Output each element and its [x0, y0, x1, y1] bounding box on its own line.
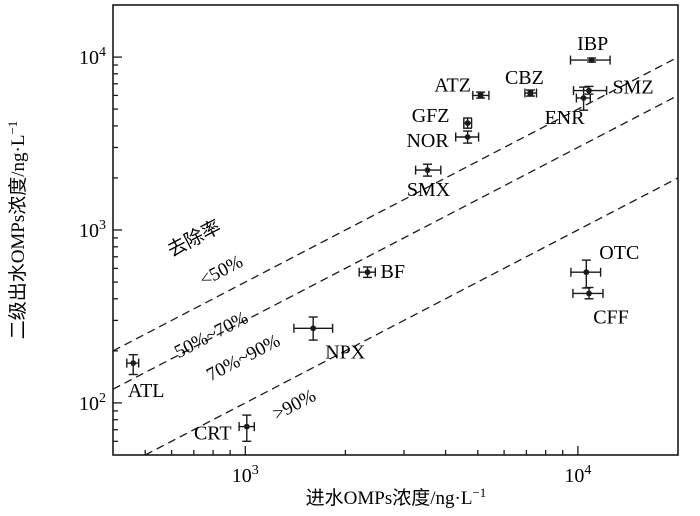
- marker-circle: [310, 325, 317, 332]
- point-label-SMX: SMX: [407, 179, 451, 201]
- point-label-ATZ: ATZ: [434, 74, 471, 96]
- marker-square: [527, 90, 534, 96]
- data-point-ATZ: [472, 90, 490, 100]
- data-point-GFZ: [463, 117, 473, 129]
- marker-circle: [586, 87, 592, 94]
- removal-line-70: [112, 94, 679, 390]
- data-point-SMZ: [572, 85, 608, 96]
- data-point-ATL: [126, 354, 140, 376]
- marker-circle: [464, 120, 471, 126]
- x-axis-title: 进水OMPs浓度/ng·L−1: [306, 485, 487, 509]
- data-point-ENR: [575, 86, 591, 111]
- marker-circle: [583, 269, 590, 276]
- data-point-CBZ: [524, 88, 538, 98]
- y-axis-ticks: [113, 56, 122, 442]
- y-axis-title: 二级出水OMPs浓度/ng·L−1: [5, 121, 29, 340]
- svg-text:102: 102: [79, 391, 106, 415]
- marker-circle: [464, 134, 471, 140]
- marker-circle: [243, 423, 250, 430]
- point-label-NOR: NOR: [406, 130, 449, 152]
- marker-circle: [580, 95, 587, 101]
- removal-line-90: [144, 177, 679, 456]
- data-point-SMX: [414, 163, 442, 177]
- x-axis-ticks: [144, 446, 579, 455]
- point-label-GFZ: GFZ: [412, 105, 450, 127]
- marker-circle: [424, 167, 431, 174]
- data-point-OTC: [570, 259, 602, 289]
- marker-circle: [586, 290, 592, 297]
- point-label-NPX: NPX: [325, 341, 366, 363]
- point-label-CRT: CRT: [194, 423, 232, 445]
- marker-circle: [364, 269, 371, 276]
- point-label-ATL: ATL: [128, 380, 165, 402]
- data-point-NOR: [455, 130, 480, 144]
- point-label-BF: BF: [381, 261, 405, 283]
- point-label-CFF: CFF: [593, 306, 629, 328]
- x-axis-tick-labels: 103 104: [232, 463, 592, 487]
- data-point-IBP: [569, 55, 611, 65]
- marker-circle: [588, 57, 595, 63]
- data-point-BF: [358, 266, 376, 279]
- marker-square: [477, 92, 484, 99]
- data-point-NPX: [293, 316, 334, 341]
- point-label-OTC: OTC: [599, 242, 639, 264]
- point-label-SMZ: SMZ: [612, 77, 653, 99]
- data-point-CFF: [572, 286, 604, 300]
- data-point-CRT: [238, 414, 256, 442]
- removal-line-50: [112, 56, 679, 352]
- point-label-CBZ: CBZ: [505, 67, 544, 89]
- point-label-ENR: ENR: [545, 107, 586, 129]
- point-label-IBP: IBP: [577, 33, 608, 55]
- marker-circle: [130, 360, 137, 366]
